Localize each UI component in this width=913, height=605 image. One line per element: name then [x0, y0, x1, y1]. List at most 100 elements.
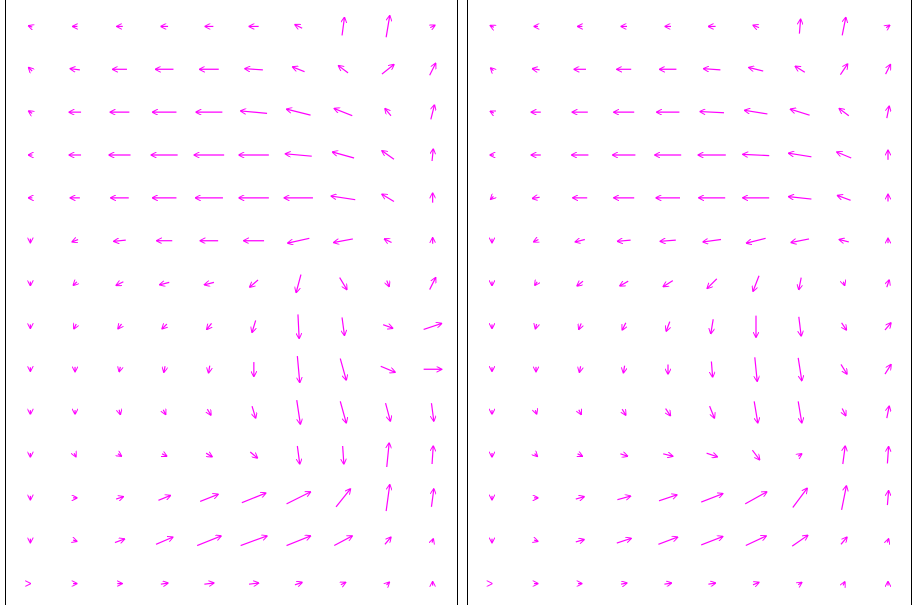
vector-arrow — [199, 494, 218, 503]
vector-arrow — [792, 488, 807, 508]
vector-arrow — [843, 582, 845, 586]
vector-arrow — [579, 323, 581, 329]
vector-arrow — [74, 324, 76, 329]
vector-arrow — [430, 25, 435, 27]
vector-arrow — [205, 453, 212, 457]
vector-arrow — [29, 111, 33, 113]
vector-arrow — [343, 445, 344, 464]
vector-arrow — [660, 240, 676, 241]
vector-arrow — [799, 316, 801, 336]
vector-arrow — [432, 539, 433, 543]
vector-arrow — [160, 583, 168, 584]
vector-arrow — [708, 583, 715, 584]
vector-arrow — [753, 401, 758, 423]
vector-arrow — [743, 154, 770, 155]
vector-arrow — [118, 324, 122, 329]
vector-arrow — [839, 64, 847, 76]
vector-arrow — [789, 197, 812, 199]
vector-arrow — [579, 366, 580, 372]
vector-arrow — [753, 25, 760, 27]
vector-arrow — [622, 408, 626, 415]
vector-arrow — [534, 240, 539, 242]
vector-arrow — [286, 492, 311, 505]
vector-arrow — [798, 582, 802, 584]
vector-arrow — [575, 497, 584, 499]
vector-arrow — [297, 445, 299, 464]
vector-arrow — [162, 324, 167, 329]
vector-arrow — [575, 540, 584, 542]
vector-arrow — [298, 314, 299, 338]
vector-arrow — [841, 486, 847, 510]
vector-arrow — [339, 358, 346, 380]
vector-arrow — [119, 367, 120, 372]
vector-arrow — [119, 410, 120, 415]
vector-arrow — [431, 105, 435, 120]
vector-arrow — [160, 282, 170, 284]
vector-arrow — [798, 454, 802, 456]
vector-arrow — [703, 240, 722, 242]
vector-arrow — [164, 366, 165, 372]
vector-arrow — [745, 110, 768, 115]
vector-arrow — [245, 69, 263, 70]
vector-arrow — [294, 582, 302, 584]
vector-arrow — [843, 282, 844, 286]
vector-arrow — [534, 540, 538, 541]
vector-arrow — [887, 406, 889, 419]
vector-arrow — [384, 239, 392, 243]
vector-arrow — [795, 66, 806, 73]
vector-arrow — [163, 410, 165, 415]
vector-arrow — [73, 540, 77, 541]
vector-arrow — [617, 496, 630, 500]
vector-arrow — [204, 583, 214, 584]
vector-arrow — [431, 403, 433, 421]
vector-arrow — [381, 64, 394, 75]
vector-arrow — [622, 322, 626, 330]
vector-arrow — [535, 324, 536, 329]
vector-arrow — [658, 537, 677, 545]
panel-frame — [5, 0, 458, 605]
vector-arrow — [155, 537, 173, 545]
vector-arrow — [887, 280, 889, 288]
vector-arrow — [295, 25, 303, 29]
vector-arrow — [241, 111, 268, 113]
vector-arrow — [429, 63, 436, 76]
vector-arrow — [429, 278, 436, 290]
vector-arrow — [575, 240, 585, 242]
vector-arrow — [72, 240, 79, 242]
vector-arrow — [841, 17, 846, 36]
vector-arrow — [209, 365, 210, 373]
vector-arrow — [791, 238, 810, 243]
vector-arrow — [799, 19, 800, 34]
vector-arrow — [296, 274, 302, 293]
vector-arrow — [704, 69, 721, 70]
vector-arrow — [341, 582, 346, 584]
vector-arrow — [73, 282, 77, 286]
vector-arrow — [287, 109, 311, 116]
vector-arrow — [114, 240, 126, 241]
vector-arrow — [385, 16, 390, 38]
vector-arrow — [28, 26, 32, 27]
vector-arrow — [196, 536, 221, 547]
vector-arrow — [840, 537, 847, 545]
vector-arrow — [387, 582, 390, 585]
vector-arrow — [578, 454, 583, 456]
vector-arrow — [382, 325, 393, 329]
vector-arrow — [286, 536, 311, 547]
vector-arrow — [432, 446, 433, 465]
vector-arrow — [296, 400, 301, 424]
vector-arrow — [382, 151, 395, 160]
vector-arrow — [114, 539, 125, 543]
vector-arrow — [162, 454, 167, 456]
vector-arrow — [746, 237, 766, 243]
vector-arrow — [491, 196, 494, 199]
vector-arrow — [666, 321, 670, 332]
vector-arrow — [532, 197, 540, 198]
vector-arrow — [207, 323, 212, 329]
vector-arrow — [842, 322, 847, 330]
vector-arrow — [887, 106, 889, 119]
vector-arrow — [285, 154, 312, 156]
vector-arrow — [250, 279, 259, 287]
vector-arrow — [837, 195, 851, 201]
vector-arrow — [335, 489, 350, 508]
vector-arrow — [744, 492, 767, 505]
